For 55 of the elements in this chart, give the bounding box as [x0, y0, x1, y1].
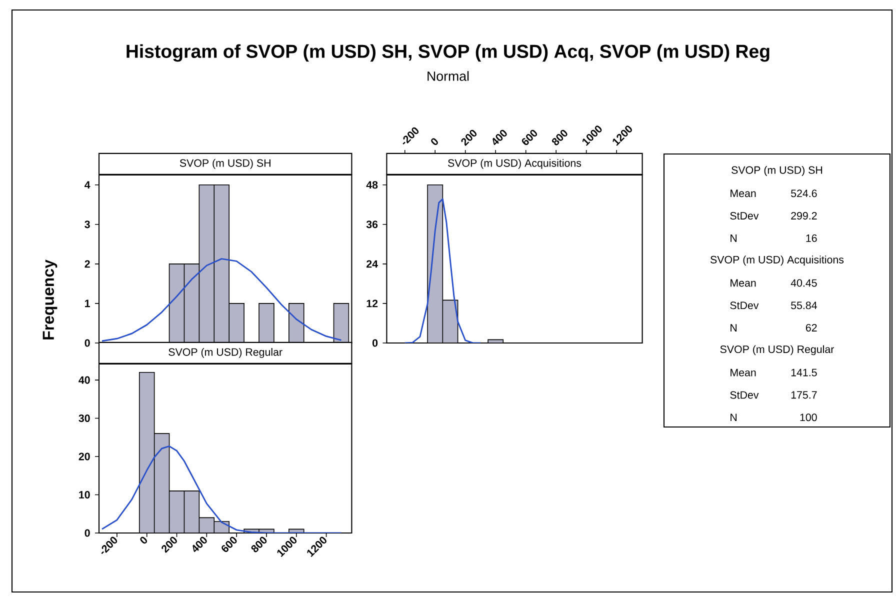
text: N	[730, 414, 737, 422]
text: 40.45	[790, 279, 817, 287]
x-tick-label: 400	[192, 536, 207, 552]
y-tick-label: 0	[372, 339, 378, 347]
text: 524.6	[791, 190, 817, 198]
text: 16	[806, 234, 817, 242]
text: 62	[806, 324, 817, 332]
x-tick-label: -200	[402, 127, 419, 145]
chart-title: SVOP (m USD) Acquisitions	[448, 158, 582, 169]
text: Mean	[730, 190, 756, 198]
text: 299.2	[791, 212, 817, 220]
y-tick-label: 20	[78, 452, 90, 460]
y-tick-label: 30	[78, 414, 90, 422]
y-tick-label: 0	[84, 339, 90, 347]
y-tick-label: 12	[366, 300, 378, 308]
text: N	[730, 324, 737, 332]
x-tick-label: 800	[251, 536, 267, 552]
y-tick-label: 2	[84, 260, 90, 268]
x-tick-label: 600	[222, 536, 237, 552]
y-tick-label: 48	[366, 181, 378, 189]
text: Histogram of SVOP (m USD) SH, SVOP (m USD) Acq, SVOP (m USD) Reg	[126, 44, 770, 62]
text: SVOP (m USD) SH	[732, 166, 822, 176]
x-tick-label: 0	[140, 536, 148, 544]
y-tick-label: 4	[84, 181, 90, 189]
chart-title: SVOP (m USD) Regular	[168, 348, 282, 358]
x-tick-label: -200	[101, 536, 118, 554]
y-tick-label: 3	[84, 220, 90, 228]
text: Mean	[730, 279, 756, 287]
text: Normal	[428, 71, 469, 81]
y-tick-label: 24	[366, 260, 378, 268]
y-tick-label: 0	[84, 529, 90, 537]
x-tick-label: 200	[461, 130, 477, 146]
y-tick-label: 36	[366, 220, 378, 228]
x-tick-label: 400	[492, 130, 507, 146]
text: 175.7	[791, 391, 817, 399]
y-tick-label: 10	[79, 490, 90, 499]
x-tick-label: 800	[552, 130, 568, 146]
y-tick-label: 1	[85, 300, 90, 308]
text: 141.5	[791, 368, 817, 376]
text: N	[730, 234, 737, 242]
text: Mean	[730, 368, 756, 376]
x-tick-label: 0	[431, 138, 438, 146]
chart-title: SVOP (m USD) SH	[180, 158, 270, 169]
x-tick-label: 600	[522, 130, 538, 146]
y-axis-title: Frequency	[42, 260, 58, 340]
line-series	[404, 198, 482, 343]
y-tick-label: 40	[78, 376, 90, 384]
text: SVOP (m USD) Acquisitions	[710, 256, 844, 266]
text: 55.84	[791, 302, 817, 310]
text: StDev	[730, 302, 759, 310]
text: StDev	[730, 391, 759, 399]
text: SVOP (m USD) Regular	[720, 345, 834, 356]
x-tick-label: 200	[162, 536, 177, 554]
text: 100	[800, 414, 817, 422]
text: StDev	[730, 212, 759, 220]
